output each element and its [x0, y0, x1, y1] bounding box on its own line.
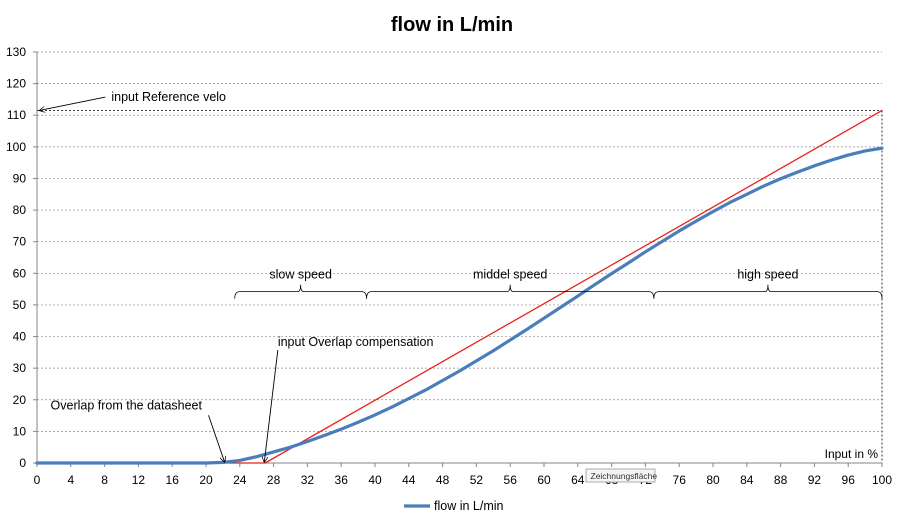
annotation-reference: input Reference velo: [111, 90, 226, 104]
x-tick-label: 20: [199, 473, 213, 487]
y-tick-label: 20: [13, 393, 27, 407]
range-label: middel speed: [473, 268, 547, 282]
y-tick-label: 30: [13, 361, 27, 375]
chart-title: flow in L/min: [391, 14, 513, 36]
y-tick-label: 100: [6, 140, 26, 154]
x-tick-label: 0: [34, 473, 41, 487]
series-line-flow: [35, 146, 884, 465]
annotation-arrow: [264, 349, 279, 462]
x-tick-label: 36: [335, 473, 349, 487]
x-tick-label: 4: [67, 473, 74, 487]
tooltip-box: [585, 468, 656, 483]
y-tick-label: 40: [13, 330, 27, 344]
range-bracket: [366, 284, 655, 299]
y-tick-label: 110: [7, 108, 26, 122]
x-tick-label: 100: [872, 473, 892, 487]
x-tick-label: 80: [706, 473, 720, 487]
speed-ranges: slow speed middel speed high speed: [234, 268, 883, 299]
range-label: high speed: [737, 268, 798, 282]
x-axis-label: Input in %: [825, 447, 879, 461]
x-tick-label: 92: [808, 473, 822, 487]
y-tick-label: 60: [13, 266, 27, 280]
x-tick-label: 16: [166, 473, 180, 487]
x-tick-label: 12: [132, 473, 146, 487]
x-tick-label: 40: [368, 473, 382, 487]
annotations: input Reference velo input Overlap compen…: [40, 90, 434, 462]
annotation-arrow: [208, 415, 225, 462]
x-tick-label: 60: [537, 473, 551, 487]
x-tick-label: 28: [267, 473, 281, 487]
annotation-arrow: [40, 96, 106, 110]
y-tick-label: 0: [19, 456, 26, 470]
annotation-overlap-comp: input Overlap compensation: [278, 335, 434, 349]
x-tick-label: 84: [740, 473, 754, 487]
x-tick-label: 24: [233, 473, 247, 487]
x-tick-label: 52: [470, 473, 484, 487]
x-tick-label: 56: [504, 473, 518, 487]
annotation-overlap-datasheet: Overlap from the datasheet: [51, 398, 203, 412]
x-tick-label: 8: [101, 473, 108, 487]
y-tick-label: 70: [13, 235, 27, 249]
x-tick-label: 48: [436, 473, 450, 487]
y-tick-label: 120: [6, 77, 26, 91]
y-tick-label: 90: [13, 171, 27, 185]
y-tick-label: 80: [13, 203, 27, 217]
x-tick-label: 32: [301, 473, 315, 487]
x-tick-label: 44: [402, 473, 416, 487]
y-tick-label: 50: [13, 298, 27, 312]
x-axis: 0481216202428323640444852566064687276808…: [34, 462, 892, 487]
x-tick-label: 64: [571, 473, 585, 487]
range-bracket: [234, 284, 367, 299]
range-label: slow speed: [269, 268, 332, 282]
tooltip-text: Zeichnungsfläche: [591, 471, 658, 481]
y-tick-label: 10: [13, 424, 27, 438]
y-tick-label: 130: [6, 45, 26, 59]
tooltip: Zeichnungsfläche: [585, 468, 658, 483]
x-tick-label: 76: [673, 473, 687, 487]
legend[interactable]: flow in L/min: [404, 499, 504, 513]
x-tick-label: 88: [774, 473, 788, 487]
range-bracket: [653, 284, 883, 299]
legend-label: flow in L/min: [434, 499, 504, 513]
grid-lines: [37, 51, 882, 432]
x-tick-label: 96: [842, 473, 856, 487]
y-axis: 0 10 20 30 40 50 60 70 80 90 100 110 120 130: [6, 45, 38, 470]
